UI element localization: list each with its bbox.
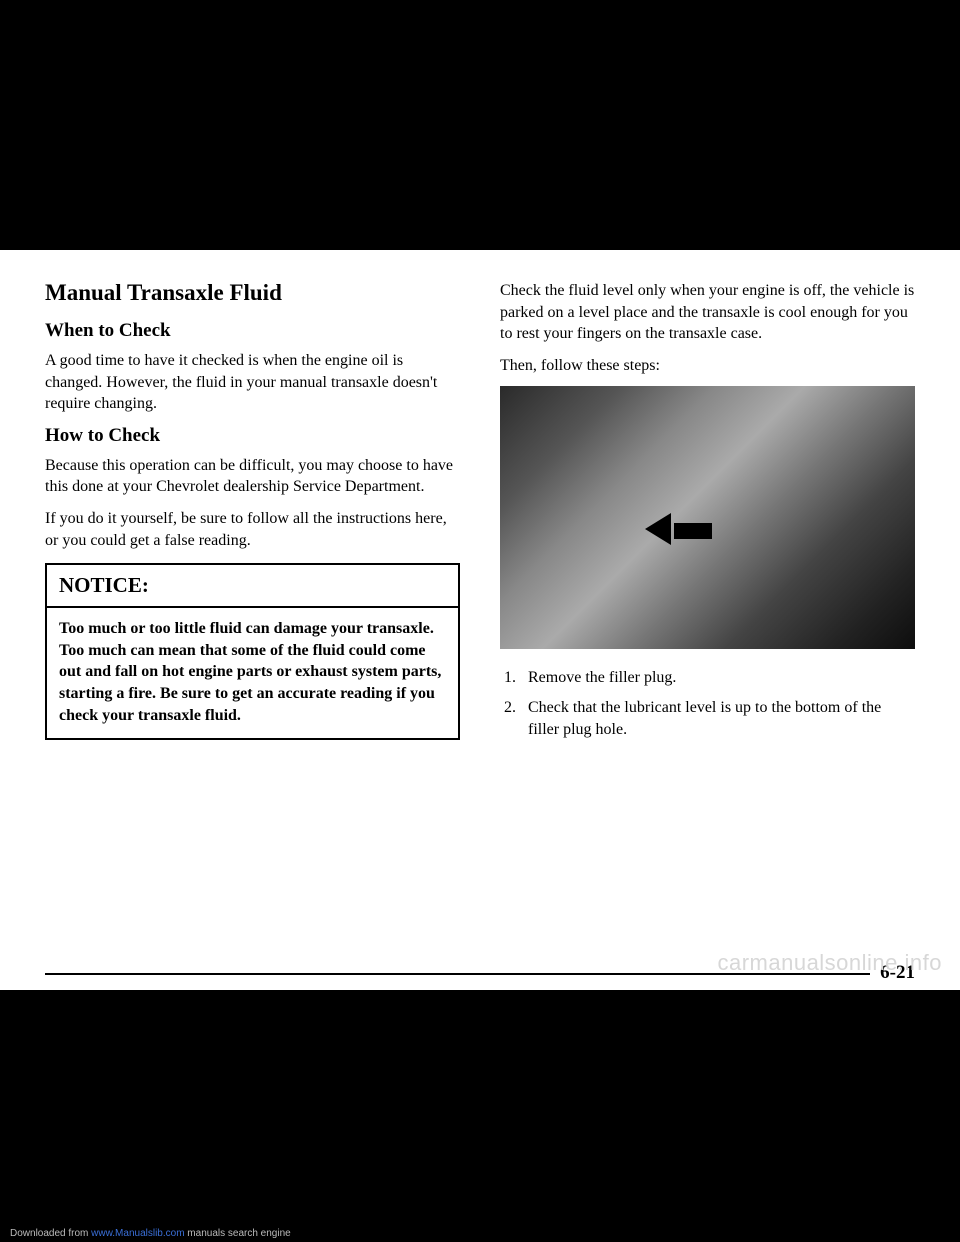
when-to-check-heading: When to Check <box>45 320 460 342</box>
download-text: Downloaded from www.Manualslib.com manua… <box>10 1228 291 1239</box>
transaxle-photo <box>500 386 915 649</box>
step-item: Check that the lubricant level is up to … <box>520 697 915 742</box>
step-item: Remove the filler plug. <box>520 667 915 689</box>
manual-page: Manual Transaxle Fluid When to Check A g… <box>0 250 960 990</box>
when-to-check-body: A good time to have it checked is when t… <box>45 350 460 415</box>
two-column-layout: Manual Transaxle Fluid When to Check A g… <box>45 280 915 943</box>
download-prefix: Downloaded from <box>10 1228 91 1239</box>
right-column: Check the fluid level only when your eng… <box>500 280 915 943</box>
download-link: www.Manualslib.com <box>91 1228 184 1239</box>
steps-list: Remove the filler plug. Check that the l… <box>500 667 915 741</box>
notice-body: Too much or too little fluid can damage … <box>47 608 458 738</box>
check-conditions-text: Check the fluid level only when your eng… <box>500 280 915 345</box>
notice-label: NOTICE: <box>47 565 458 608</box>
watermark: carmanualsonline.info <box>717 950 942 976</box>
how-to-check-p1: Because this operation can be difficult,… <box>45 455 460 498</box>
follow-steps-text: Then, follow these steps: <box>500 355 915 377</box>
notice-box: NOTICE: Too much or too little fluid can… <box>45 563 460 740</box>
how-to-check-p2: If you do it yourself, be sure to follow… <box>45 508 460 551</box>
download-suffix: manuals search engine <box>185 1228 291 1239</box>
how-to-check-heading: How to Check <box>45 425 460 447</box>
download-strip: Downloaded from www.Manualslib.com manua… <box>0 1222 960 1242</box>
left-column: Manual Transaxle Fluid When to Check A g… <box>45 280 460 943</box>
page-title: Manual Transaxle Fluid <box>45 280 460 306</box>
